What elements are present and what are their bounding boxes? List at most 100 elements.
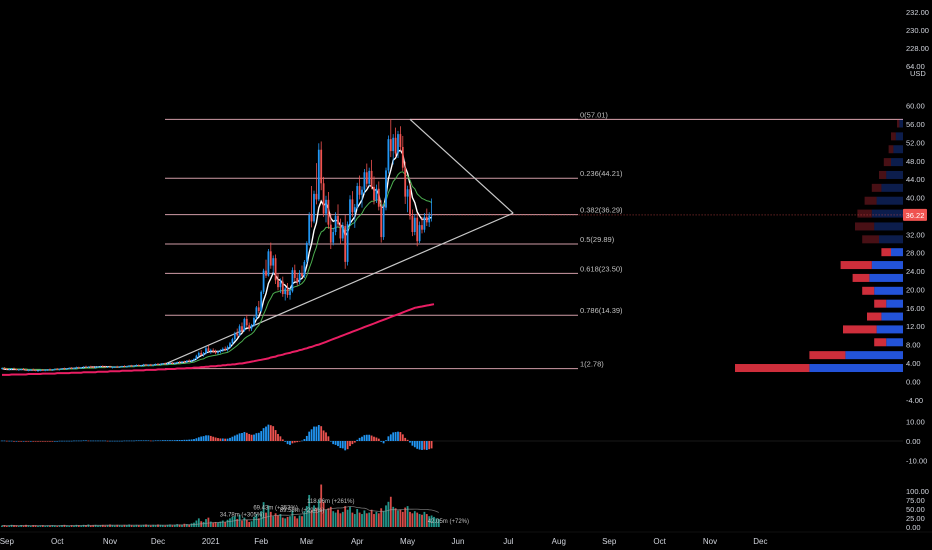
volume-bar bbox=[135, 524, 138, 527]
candle-body bbox=[430, 214, 433, 216]
volume-bar bbox=[68, 525, 71, 527]
oscillator-bar bbox=[346, 441, 349, 450]
oscillator-bar bbox=[39, 441, 42, 442]
volume-bar bbox=[207, 517, 210, 527]
volume-profile-up-bar bbox=[891, 248, 903, 257]
candle-body bbox=[61, 368, 63, 370]
candle-body bbox=[269, 251, 272, 266]
candle-body bbox=[8, 368, 11, 370]
candle-body bbox=[416, 217, 419, 242]
volume-bar bbox=[188, 524, 191, 527]
oscillator-bar bbox=[22, 441, 25, 442]
candle-body bbox=[257, 307, 260, 312]
candle-body bbox=[253, 317, 255, 326]
oscillator-bar bbox=[406, 439, 409, 441]
candle-body bbox=[325, 199, 327, 214]
volume-bar bbox=[341, 511, 344, 527]
time-axis[interactable]: Sep Oct Nov Dec 2021 Feb Mar Apr May Jun Jul Aug Sep… bbox=[0, 531, 932, 546]
price-axis-tick: 32.00 bbox=[906, 230, 925, 239]
volume-profile-down-bar bbox=[843, 325, 877, 334]
volume-annotation: 118.96m (+261%) bbox=[307, 499, 354, 505]
price-candles bbox=[1, 119, 433, 372]
price-axis-tick: 8.00 bbox=[906, 341, 921, 350]
volume-bar bbox=[113, 525, 116, 527]
volume-bar bbox=[212, 522, 215, 527]
volume-axis-tick: 75.00 bbox=[906, 496, 925, 505]
volume-bar bbox=[289, 516, 291, 527]
volume-profile-up-bar bbox=[886, 299, 903, 308]
candle-body bbox=[113, 366, 116, 368]
volume-bar bbox=[310, 510, 313, 527]
candle-body bbox=[329, 224, 332, 243]
price-axis-tick: 60.00 bbox=[906, 102, 925, 111]
time-axis-label: Nov bbox=[703, 537, 717, 546]
volume-bar bbox=[351, 512, 354, 527]
candle-body bbox=[387, 139, 390, 171]
oscillator-bar bbox=[169, 440, 171, 441]
volume-bar bbox=[61, 525, 63, 527]
candle-body bbox=[265, 270, 267, 276]
volume-profile-up-bar bbox=[881, 183, 903, 192]
volume-bar bbox=[382, 511, 385, 527]
volume-profile-down-bar bbox=[891, 132, 896, 141]
oscillator-bar bbox=[284, 441, 287, 442]
volume-bar bbox=[284, 518, 287, 527]
candle-body bbox=[205, 348, 207, 354]
candle-body bbox=[413, 217, 416, 233]
currency-label: USD bbox=[910, 69, 926, 78]
candle-body bbox=[351, 199, 354, 213]
volume-bar bbox=[231, 516, 234, 527]
volume-profile-down-bar bbox=[888, 145, 894, 154]
volume-bar bbox=[29, 525, 32, 527]
volume-bar bbox=[279, 514, 282, 527]
volume-profile-up-bar bbox=[895, 132, 903, 141]
volume-bar bbox=[25, 524, 27, 527]
oscillator-bar bbox=[185, 439, 188, 441]
oscillator-histogram bbox=[0, 424, 903, 451]
oscillator-bar bbox=[37, 441, 39, 442]
oscillator-bar bbox=[243, 432, 246, 441]
price-axis-tick: 44.00 bbox=[906, 175, 925, 184]
volume-bar bbox=[133, 525, 135, 527]
volume-bar bbox=[125, 525, 128, 527]
candle-body bbox=[339, 224, 342, 239]
candle-body bbox=[97, 366, 99, 368]
volume-bar bbox=[404, 507, 407, 527]
oscillator-bar bbox=[382, 441, 385, 444]
candle-body bbox=[404, 167, 407, 197]
oscillator-bar bbox=[392, 432, 395, 441]
volume-bar bbox=[49, 525, 51, 527]
candle-body bbox=[15, 368, 18, 370]
candle-body bbox=[116, 366, 119, 368]
oscillator-bar bbox=[209, 435, 212, 441]
volume-bar bbox=[164, 525, 167, 527]
oscillator-bar bbox=[190, 439, 193, 441]
oscillator-bar bbox=[1, 440, 3, 442]
oscillator-bar bbox=[116, 440, 119, 442]
candle-body bbox=[425, 216, 428, 223]
time-axis-label: Dec bbox=[151, 537, 165, 546]
volume-bar bbox=[281, 517, 284, 527]
volume-bar bbox=[75, 524, 78, 527]
candle-body bbox=[389, 139, 392, 152]
volume-bar bbox=[245, 519, 248, 527]
candle-body bbox=[380, 206, 383, 238]
triangle-trendlines[interactable] bbox=[164, 118, 514, 365]
candle-body bbox=[341, 226, 344, 239]
volume-bar bbox=[334, 512, 337, 527]
descending-trendline bbox=[409, 118, 514, 214]
last-price-badge bbox=[903, 208, 927, 221]
oscillator-bar bbox=[377, 438, 380, 441]
oscillator-bar bbox=[147, 440, 150, 442]
candle-body bbox=[128, 365, 131, 367]
volume-bar bbox=[145, 524, 147, 527]
oscillator-bar bbox=[212, 436, 215, 441]
oscillator-bar bbox=[118, 440, 121, 442]
volume-bar bbox=[121, 525, 123, 527]
time-axis-label: Dec bbox=[753, 537, 767, 546]
oscillator-bar bbox=[421, 441, 423, 450]
oscillator-bar bbox=[137, 440, 140, 442]
oscillator-axis-tick: 0.00 bbox=[906, 437, 921, 446]
